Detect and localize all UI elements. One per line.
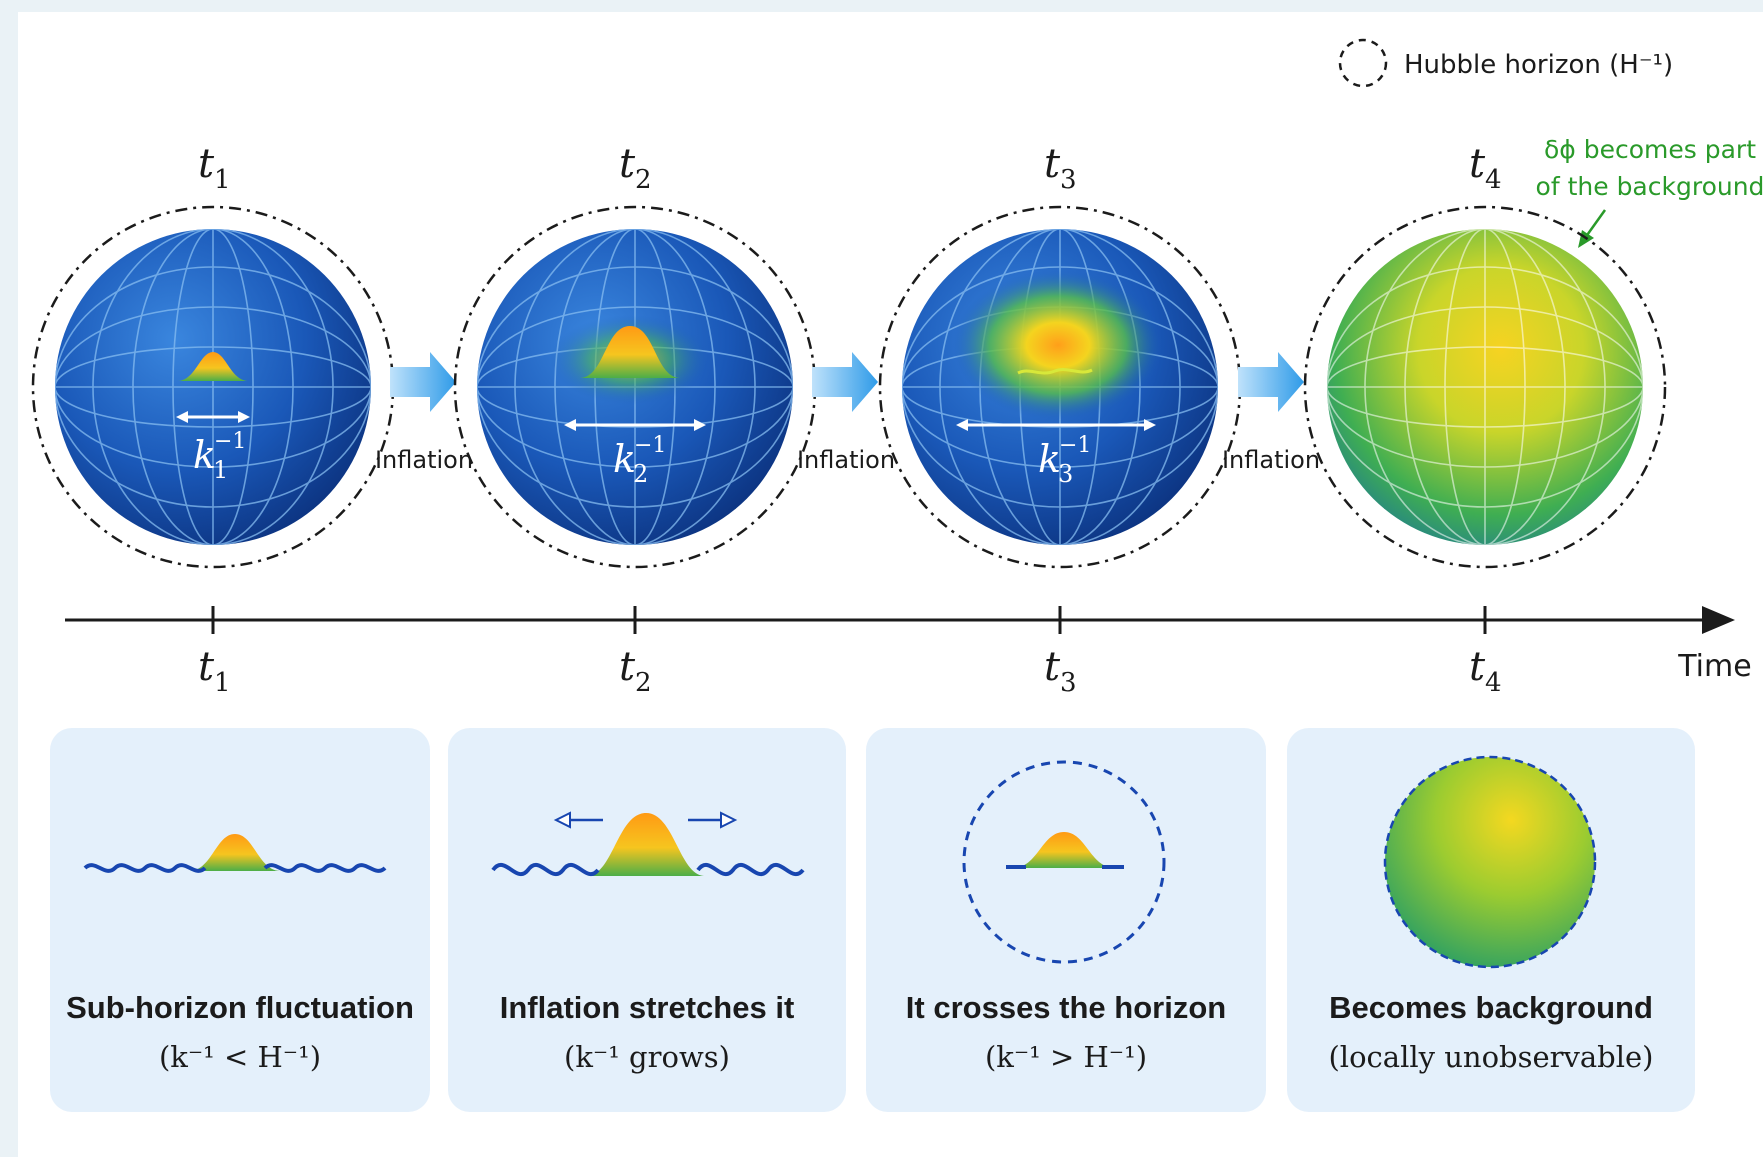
panel-1-subtitle: (k⁻¹ < H⁻¹)	[158, 1040, 322, 1074]
timeline: t 1 t 2 t 3 t 4 Time	[65, 606, 1752, 698]
inflation-arrow-icon	[390, 352, 456, 412]
arrow-left-icon	[553, 811, 571, 829]
panel-2-subtitle: (k⁻¹ grows)	[564, 1040, 730, 1074]
panel-4-subtitle: (locally unobservable)	[1328, 1040, 1654, 1074]
panel-1-title: Sub-horizon fluctuation	[66, 990, 414, 1025]
svg-text:t: t	[198, 644, 215, 690]
sphere-grid-1	[55, 229, 371, 545]
panel-horizon-crossing: It crosses the horizon (k⁻¹ > H⁻¹)	[866, 728, 1266, 1112]
svg-text:t: t	[198, 141, 215, 187]
bump-icon	[190, 834, 280, 871]
svg-text:t: t	[619, 644, 636, 690]
timeline-label-t4: t 4	[1469, 644, 1502, 698]
fluctuation-wave-3	[1017, 368, 1093, 375]
panel-1-illustration	[83, 834, 387, 873]
arrowhead-left-icon	[176, 411, 188, 423]
panel-stretch: Inflation stretches it (k⁻¹ grows)	[448, 728, 846, 1112]
fluctuation-bump-2	[580, 326, 680, 378]
arrowhead-right-icon	[1144, 419, 1156, 431]
stage-1-time-label: t 1	[198, 141, 231, 195]
legend-horizon-icon	[1338, 38, 1388, 88]
panel-3-subtitle: (k⁻¹ > H⁻¹)	[984, 1040, 1148, 1074]
svg-text:Inflation: Inflation	[797, 446, 895, 474]
panel-2-illustration	[491, 811, 805, 877]
arrow-right-icon	[720, 811, 738, 829]
timeline-label-t1: t 1	[198, 644, 231, 698]
svg-text:4: 4	[1485, 165, 1502, 195]
arrowhead-left-icon	[956, 419, 968, 431]
fluctuation-glow-3	[953, 270, 1163, 420]
svg-text:k: k	[193, 433, 216, 477]
svg-text:3: 3	[1060, 668, 1077, 698]
svg-text:k: k	[613, 437, 636, 481]
stage-2-time-label: t 2	[619, 141, 652, 195]
bump-icon	[1014, 832, 1114, 868]
sphere-grid-4	[1327, 229, 1643, 545]
legend: Hubble horizon (H⁻¹)	[1338, 38, 1673, 88]
bump-icon	[588, 813, 704, 876]
time-axis-label: Time	[1677, 649, 1751, 684]
svg-text:δϕ becomes part: δϕ becomes part	[1544, 135, 1756, 164]
hubble-horizon-4	[1303, 205, 1667, 569]
stage-3-time-label: t 3	[1044, 141, 1077, 195]
panel-background: Becomes background (locally unobservable…	[1287, 728, 1695, 1112]
svg-text:3: 3	[1058, 460, 1073, 488]
svg-text:1: 1	[214, 668, 231, 698]
svg-text:of the background: of the background	[1536, 172, 1763, 201]
inflation-arrow-1: Inflation	[375, 352, 473, 474]
svg-text:−1: −1	[214, 429, 246, 454]
background-annotation: δϕ becomes part of the background	[1536, 135, 1763, 248]
svg-text:−1: −1	[1059, 433, 1091, 458]
panel-4-title: Becomes background	[1329, 990, 1653, 1025]
arrowhead-left-icon	[564, 419, 576, 431]
svg-text:Inflation: Inflation	[375, 446, 473, 474]
inflation-arrow-icon	[812, 352, 878, 412]
timeline-label-t3: t 3	[1044, 644, 1077, 698]
svg-text:t: t	[1469, 644, 1486, 690]
time-axis-arrow-icon	[1702, 606, 1735, 634]
svg-text:t: t	[1469, 141, 1486, 187]
sphere-stage-2: k −1 2	[453, 205, 817, 569]
svg-text:k: k	[1038, 437, 1061, 481]
legend-horizon-label: Hubble horizon (H⁻¹)	[1404, 50, 1673, 80]
svg-text:1: 1	[213, 456, 228, 484]
sphere-stage-4	[1303, 205, 1667, 569]
wave-icon	[491, 862, 805, 877]
panel-3-illustration	[962, 760, 1166, 964]
inflation-arrow-icon	[1238, 352, 1304, 412]
svg-text:1: 1	[214, 165, 231, 195]
panel-3-title: It crosses the horizon	[905, 990, 1227, 1025]
arrowhead-right-icon	[238, 411, 250, 423]
wave-icon	[83, 863, 387, 873]
svg-text:2: 2	[635, 668, 652, 698]
panel-4-illustration	[1383, 755, 1597, 969]
sphere-stage-1: k −1 1	[31, 205, 395, 569]
svg-text:t: t	[1044, 141, 1061, 187]
svg-text:Inflation: Inflation	[1222, 446, 1320, 474]
background-ball-icon	[1383, 755, 1597, 969]
svg-text:2: 2	[633, 460, 648, 488]
inflation-arrow-3: Inflation	[1222, 352, 1320, 474]
fluctuation-bump-1	[178, 352, 248, 381]
panel-sub-horizon: Sub-horizon fluctuation (k⁻¹ < H⁻¹)	[50, 728, 430, 1112]
svg-text:3: 3	[1060, 165, 1077, 195]
svg-text:−1: −1	[634, 433, 666, 458]
stage-4-time-label: t 4	[1469, 141, 1502, 195]
timeline-label-t2: t 2	[619, 644, 652, 698]
sphere-stage-3: k −1 3	[878, 205, 1242, 569]
arrowhead-right-icon	[694, 419, 706, 431]
annotation-arrow-icon	[1583, 209, 1607, 239]
panel-2-title: Inflation stretches it	[499, 990, 795, 1025]
svg-text:4: 4	[1485, 668, 1502, 698]
horizon-circle-icon	[962, 760, 1166, 964]
svg-text:t: t	[619, 141, 636, 187]
inflation-arrow-2: Inflation	[797, 352, 895, 474]
svg-text:t: t	[1044, 644, 1061, 690]
svg-text:2: 2	[635, 165, 652, 195]
